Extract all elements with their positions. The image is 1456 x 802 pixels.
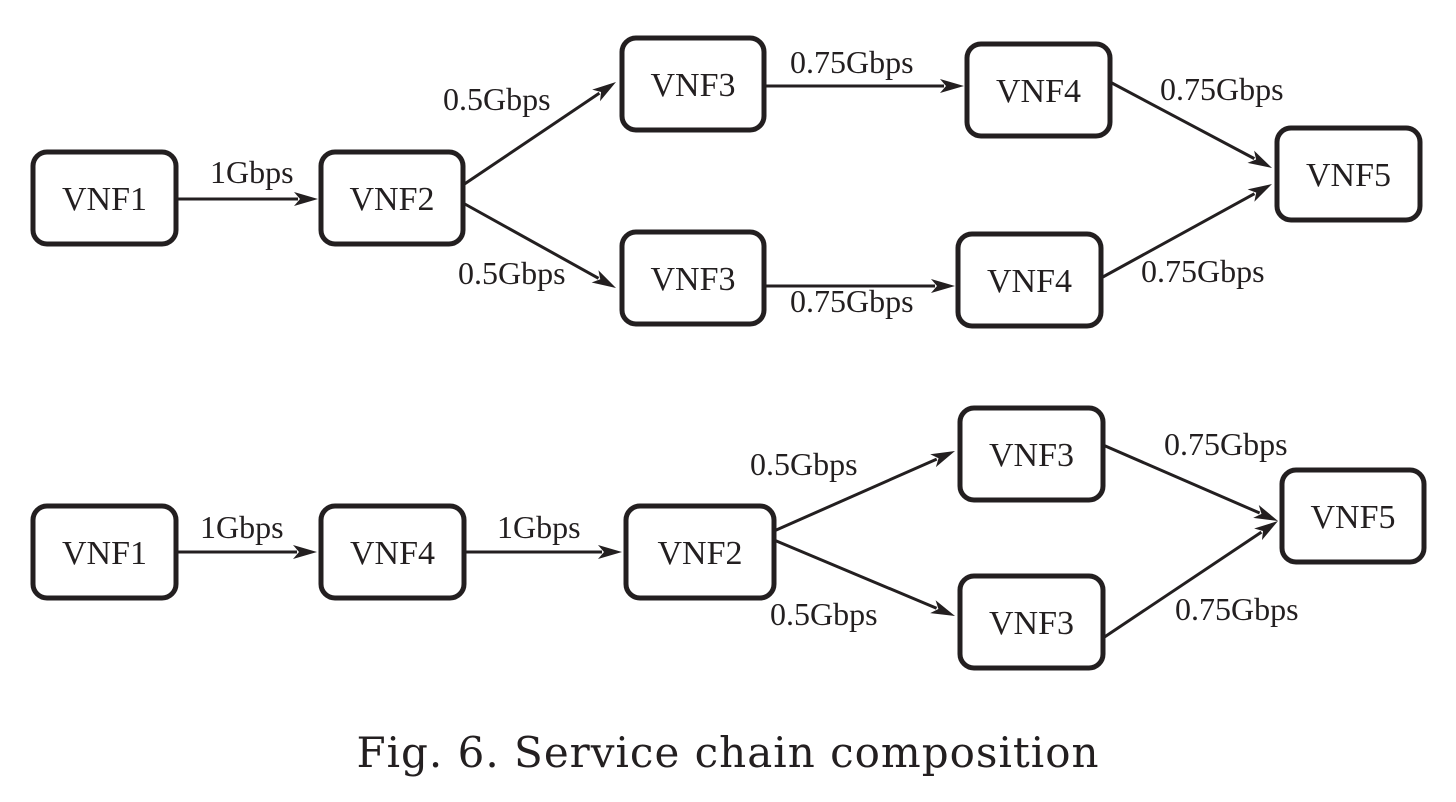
edge-bandwidth-label: 1Gbps bbox=[210, 154, 294, 190]
edge-bandwidth-label: 0.75Gbps bbox=[1175, 591, 1299, 627]
arrow-head-icon bbox=[931, 279, 955, 293]
vnf-node-box bbox=[1279, 467, 1427, 565]
edge-line bbox=[773, 457, 938, 533]
vnf-node-box bbox=[957, 573, 1106, 671]
vnf-node-label: VNF3 bbox=[989, 605, 1074, 642]
vnf-node-label: VNF1 bbox=[62, 535, 147, 572]
edge-line bbox=[462, 201, 600, 280]
vnf-node: VNF5 bbox=[1274, 125, 1423, 223]
edge-bandwidth-label: 0.5Gbps bbox=[770, 596, 878, 632]
vnf-node-box bbox=[30, 503, 179, 601]
edge-a6-a7: 0.75Gbps bbox=[764, 279, 955, 319]
edge-b5-b6: 0.75Gbps bbox=[1102, 521, 1299, 640]
vnf-node: VNF3 bbox=[957, 573, 1106, 671]
arrow-head-icon bbox=[598, 545, 622, 559]
vnf-node-box bbox=[955, 231, 1104, 329]
arrow-head-icon bbox=[930, 451, 955, 468]
edge-line bbox=[773, 538, 938, 610]
arrow-head-icon bbox=[591, 270, 616, 288]
edge-bandwidth-label: 0.5Gbps bbox=[443, 81, 551, 117]
vnf-node-box bbox=[619, 229, 767, 327]
vnf-node-label: VNF2 bbox=[349, 181, 434, 218]
vnf-node-label: VNF3 bbox=[650, 261, 735, 298]
vnf-node: VNF2 bbox=[318, 149, 466, 247]
edge-bandwidth-label: 1Gbps bbox=[200, 509, 284, 545]
vnf-node: VNF4 bbox=[964, 41, 1113, 139]
vnf-node-label: VNF1 bbox=[62, 181, 147, 218]
edge-line bbox=[462, 91, 601, 187]
edge-b3-b5: 0.5Gbps bbox=[770, 538, 955, 632]
vnf-node-box bbox=[318, 503, 467, 601]
vnf-node: VNF3 bbox=[619, 35, 767, 133]
vnf-node-label: VNF4 bbox=[987, 263, 1072, 300]
figure-caption: Fig. 6. Service chain composition bbox=[356, 728, 1100, 777]
vnf-node-label: VNF3 bbox=[989, 437, 1074, 474]
edge-b3-b4: 0.5Gbps bbox=[750, 446, 955, 533]
vnf-node: VNF4 bbox=[318, 503, 467, 601]
vnf-node-box bbox=[619, 35, 767, 133]
vnf-node: VNF2 bbox=[623, 503, 777, 601]
vnf-node: VNF1 bbox=[30, 149, 179, 247]
service-chain-diagram: 1Gbps 0.5Gbps 0.5Gbps 0.75Gbps 0.75Gbps 0.75G… bbox=[30, 35, 1427, 671]
edge-bandwidth-label: 0.75Gbps bbox=[1164, 426, 1288, 462]
edge-bandwidth-label: 1Gbps bbox=[497, 509, 581, 545]
edge-line bbox=[1109, 80, 1256, 160]
vnf-node-box bbox=[957, 405, 1106, 503]
arrow-head-icon bbox=[930, 600, 955, 616]
vnf-node: VNF3 bbox=[957, 405, 1106, 503]
arrow-head-icon bbox=[293, 545, 317, 559]
arrow-head-icon bbox=[592, 82, 616, 102]
edge-a7-a5: 0.75Gbps bbox=[1100, 184, 1272, 289]
edge-a4-a5: 0.75Gbps bbox=[1109, 71, 1284, 168]
service-chain-1: 1Gbps 0.5Gbps 0.5Gbps 0.75Gbps 0.75Gbps 0.75G… bbox=[30, 35, 1423, 329]
vnf-node-label: VNF3 bbox=[650, 67, 735, 104]
edge-a3-a4: 0.75Gbps bbox=[764, 44, 964, 93]
arrow-head-icon bbox=[1247, 184, 1272, 202]
vnf-node-box bbox=[318, 149, 466, 247]
edge-a2-a6: 0.5Gbps bbox=[458, 201, 616, 291]
vnf-node: VNF3 bbox=[619, 229, 767, 327]
vnf-node: VNF4 bbox=[955, 231, 1104, 329]
vnf-node-box bbox=[623, 503, 777, 601]
vnf-node-box bbox=[1274, 125, 1423, 223]
edge-bandwidth-label: 0.5Gbps bbox=[458, 255, 566, 291]
vnf-node-label: VNF5 bbox=[1306, 157, 1391, 194]
vnf-node-label: VNF4 bbox=[350, 535, 435, 572]
arrow-head-icon bbox=[1253, 505, 1278, 521]
vnf-node-label: VNF5 bbox=[1310, 499, 1395, 536]
edge-bandwidth-label: 0.75Gbps bbox=[1160, 71, 1284, 107]
arrow-head-icon bbox=[940, 79, 964, 93]
edge-line bbox=[1102, 530, 1263, 640]
edge-line bbox=[1100, 192, 1256, 280]
vnf-node: VNF5 bbox=[1279, 467, 1427, 565]
edge-b4-b6: 0.75Gbps bbox=[1102, 426, 1288, 521]
vnf-node-label: VNF2 bbox=[657, 535, 742, 572]
edge-bandwidth-label: 0.75Gbps bbox=[790, 44, 914, 80]
arrow-head-icon bbox=[294, 192, 318, 206]
edge-bandwidth-label: 0.75Gbps bbox=[1141, 253, 1265, 289]
vnf-node: VNF1 bbox=[30, 503, 179, 601]
arrow-head-icon bbox=[1254, 521, 1278, 541]
edge-line bbox=[1102, 443, 1261, 515]
edge-bandwidth-label: 0.75Gbps bbox=[790, 283, 914, 319]
edge-b1-b2: 1Gbps bbox=[178, 509, 317, 559]
vnf-node-box bbox=[964, 41, 1113, 139]
edge-a1-a2: 1Gbps bbox=[178, 154, 318, 206]
vnf-node-box bbox=[30, 149, 179, 247]
arrow-head-icon bbox=[1247, 150, 1272, 168]
edge-b2-b3: 1Gbps bbox=[466, 509, 622, 559]
edge-bandwidth-label: 0.5Gbps bbox=[750, 446, 858, 482]
vnf-node-label: VNF4 bbox=[996, 73, 1081, 110]
service-chain-2: 1Gbps 1Gbps 0.5Gbps 0.5Gbps 0.75Gbps 0.75Gbps… bbox=[30, 405, 1427, 671]
edge-a2-a3: 0.5Gbps bbox=[443, 81, 616, 187]
